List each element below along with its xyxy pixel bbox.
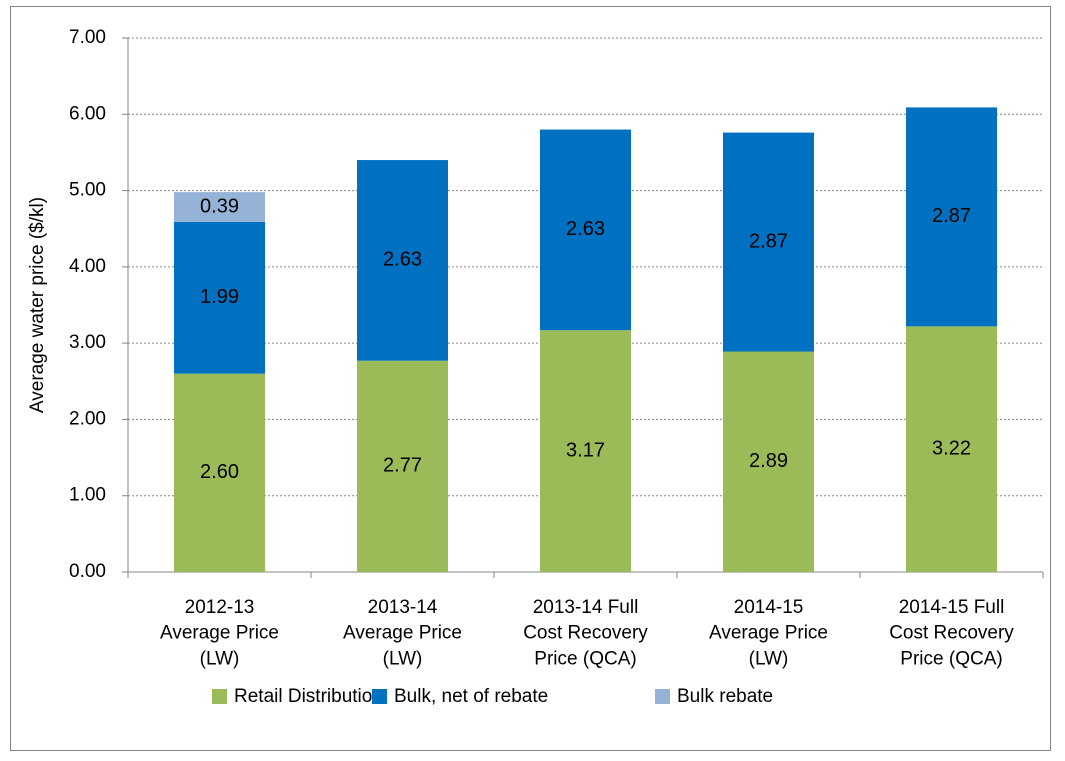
data-label: 2.89 — [749, 450, 788, 472]
legend-swatch — [212, 689, 227, 704]
x-tick-label: 2014-15 Average Price (LW) — [709, 597, 828, 669]
bar-segment — [540, 129, 631, 331]
y-tick-label: 2.00 — [69, 408, 106, 429]
y-tick-label: 4.00 — [69, 256, 106, 277]
y-tick-label: 5.00 — [69, 180, 106, 201]
bar-segment — [723, 132, 814, 352]
y-tick-label: 0.00 — [69, 561, 106, 582]
bar-segment — [174, 373, 265, 572]
legend-label: Retail Distribution — [234, 686, 383, 707]
legend-swatch — [655, 689, 670, 704]
legend-label: Bulk, net of rebate — [394, 686, 548, 707]
bar-segment — [174, 192, 265, 222]
bar-segment — [357, 160, 448, 361]
data-label: 0.39 — [200, 195, 239, 217]
data-label: 2.63 — [566, 218, 605, 240]
x-tick-label: 2013-14 Full Cost Recovery Price (QCA) — [523, 597, 648, 669]
x-tick-label: 2012-13 Average Price (LW) — [160, 597, 279, 669]
data-label: 1.99 — [200, 286, 239, 308]
y-tick-label: 6.00 — [69, 103, 106, 124]
legend-label: Bulk rebate — [677, 686, 773, 707]
bar-segment — [723, 351, 814, 572]
data-label: 3.22 — [932, 437, 971, 459]
data-label: 2.87 — [749, 230, 788, 252]
y-tick-label: 1.00 — [69, 485, 106, 506]
bar-segment — [906, 326, 997, 572]
x-tick-label: 2014-15 Full Cost Recovery Price (QCA) — [889, 597, 1014, 669]
data-label: 3.17 — [566, 439, 605, 461]
data-label: 2.77 — [383, 455, 422, 477]
y-axis-label: Average water price ($/kl) — [27, 197, 48, 413]
x-tick-label: 2013-14 Average Price (LW) — [343, 597, 462, 669]
bar-segment — [906, 107, 997, 327]
data-label: 2.87 — [932, 205, 971, 227]
y-tick-label: 7.00 — [69, 27, 106, 48]
bar-segment — [357, 360, 448, 572]
bar-segment — [174, 221, 265, 374]
y-tick-label: 3.00 — [69, 332, 106, 353]
data-label: 2.60 — [200, 461, 239, 483]
data-label: 2.63 — [383, 249, 422, 271]
legend-swatch — [372, 689, 387, 704]
bar-segment — [540, 330, 631, 572]
